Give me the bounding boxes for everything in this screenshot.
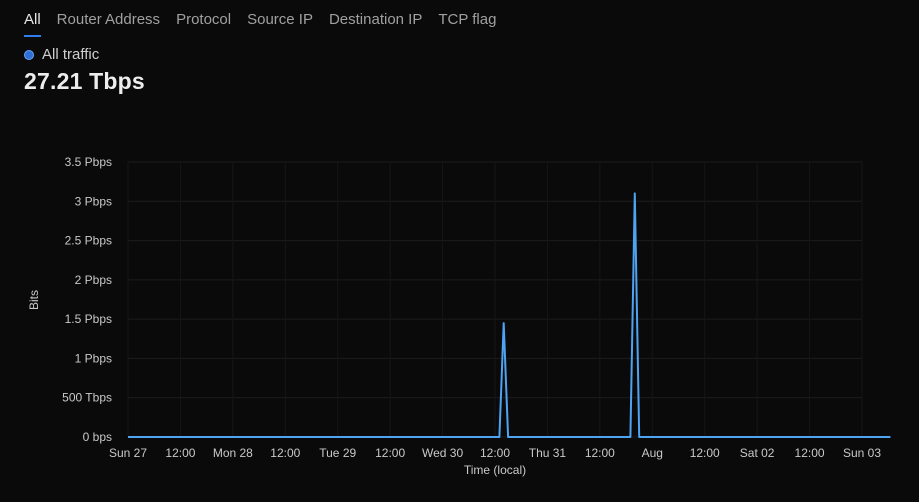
x-tick-label: 12:00: [165, 446, 195, 460]
y-tick-label: 3.5 Pbps: [65, 155, 112, 169]
x-tick-label: Tue 29: [319, 446, 356, 460]
y-tick-label: 2.5 Pbps: [65, 234, 112, 248]
tab-router-address[interactable]: Router Address: [56, 11, 161, 28]
x-tick-label: Sat 02: [740, 446, 775, 460]
tab-all[interactable]: All: [24, 0, 41, 39]
x-tick-label: Sun 27: [109, 446, 147, 460]
x-tick-label: 12:00: [795, 446, 825, 460]
legend: All traffic: [24, 46, 99, 63]
x-axis-title: Time (local): [464, 463, 526, 477]
y-tick-label: 500 Tbps: [62, 391, 112, 405]
x-tick-label: 12:00: [585, 446, 615, 460]
y-tick-label: 0 bps: [83, 430, 112, 444]
legend-dot-icon: [24, 49, 34, 60]
tab-protocol[interactable]: Protocol: [176, 11, 232, 28]
y-tick-label: 1 Pbps: [75, 351, 112, 365]
tab-source-ip[interactable]: Source IP: [247, 11, 313, 28]
tab-destination-ip[interactable]: Destination IP: [328, 11, 423, 28]
tab-tcp-flag[interactable]: TCP flag: [438, 11, 497, 28]
x-tick-label: 12:00: [690, 446, 720, 460]
series-line: [128, 192, 891, 438]
x-tick-label: Wed 30: [422, 446, 463, 460]
x-tick-label: Sun 03: [843, 446, 881, 460]
legend-label: All traffic: [42, 46, 100, 63]
x-tick-label: 12:00: [375, 446, 405, 460]
x-tick-label: Mon 28: [213, 446, 253, 460]
x-tick-label: Thu 31: [529, 446, 567, 460]
x-tick-label: 12:00: [270, 446, 300, 460]
x-tick-label: Aug: [642, 446, 663, 460]
y-tick-label: 2 Pbps: [75, 273, 112, 287]
y-tick-label: 1.5 Pbps: [65, 312, 112, 326]
x-tick-label: 12:00: [480, 446, 510, 460]
y-tick-label: 3 Pbps: [75, 194, 112, 208]
total-traffic-value: 27.21 Tbps: [24, 68, 145, 94]
y-axis-title: Bits: [27, 290, 41, 310]
tab-bar: All Router Address Protocol Source IP Destin…: [24, 0, 496, 38]
